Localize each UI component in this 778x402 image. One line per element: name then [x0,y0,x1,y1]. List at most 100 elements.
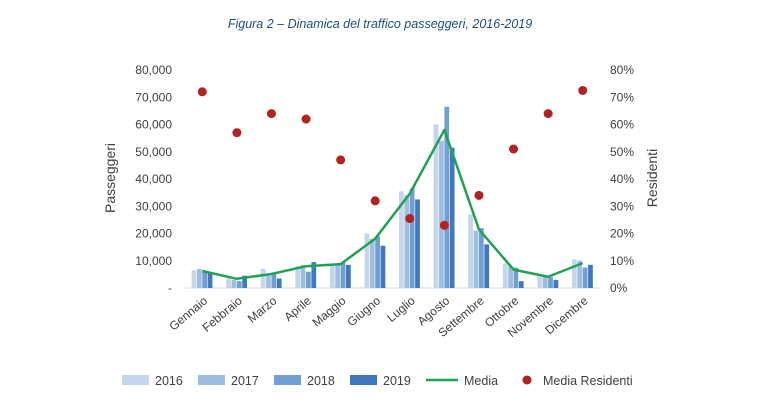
legend-2019-swatch [350,375,377,385]
bar-2016 [468,214,473,288]
bar-2018 [478,228,484,288]
line-media [202,128,584,281]
x-tick-label: Marzo [245,293,280,325]
y-tick-label: 70,000 [135,90,172,104]
legend-2017-swatch [198,375,225,385]
legend-2017-label: 2017 [231,374,259,388]
x-tick-label: Maggio [309,293,348,329]
bar-2018 [513,267,519,288]
bar-2017 [300,264,306,288]
legend-media-label: Media [464,374,498,388]
bar-2016 [226,278,231,288]
point-media-residenti [509,144,519,154]
point-media-residenti [543,109,553,119]
bar-2017 [266,275,271,288]
x-tick-label: Giugno [344,293,383,329]
x-tick-label: Febbraio [200,293,246,334]
bar-2018 [306,271,311,288]
bar-2019 [588,264,593,288]
bar-2018 [444,106,450,288]
y2-tick-label: 10% [610,254,634,268]
bar-2016 [295,266,301,288]
bar-2018 [409,188,415,288]
bar-2018 [582,267,588,288]
bar-2019 [518,281,524,288]
bar-2017 [335,264,341,288]
legend-media-residenti-label: Media Residenti [543,374,633,388]
y2-tick-label: 30% [610,199,634,213]
legend-2016-label: 2016 [155,374,183,388]
y-tick-label: 40,000 [135,172,172,186]
bar-2018 [202,271,208,288]
y2-tick-label: 20% [610,227,634,241]
y2-tick-label: 0% [610,281,628,295]
point-media-residenti [232,128,242,138]
y-tick-label: 50,000 [135,145,172,159]
bar-2019 [484,244,490,288]
y-axis-label-right: Residenti [644,149,660,207]
point-media-residenti [578,85,588,95]
bar-2019 [553,279,559,288]
y-tick-label: 30,000 [135,199,172,213]
bar-2019 [276,278,282,288]
bar-2016 [260,268,266,288]
bar-2016 [329,264,335,288]
bar-2017 [231,279,237,288]
x-tick-label: Luglio [384,293,418,325]
legend: 2016 2017 2018 2019 Media Media Residenti [122,374,633,388]
y-tick-label: 20,000 [135,227,172,241]
bar-2016 [537,274,543,289]
y-tick-label: - [168,281,172,295]
y2-tick-label: 80% [610,63,634,77]
chart-title: Figura 2 – Dinamica del traffico passegg… [228,17,532,31]
y-tick-label: 60,000 [135,118,172,132]
bar-2016 [399,191,404,288]
bar-2017 [196,268,202,288]
y2-tick-label: 60% [610,118,634,132]
y-tick-label: 80,000 [135,63,172,77]
y-axis-label-left: Passeggeri [102,143,118,213]
bar-2019 [311,262,317,288]
legend-2019-label: 2019 [383,374,411,388]
bar-2018 [340,262,346,288]
y2-tick-label: 40% [610,172,634,186]
bar-2019 [345,264,351,288]
point-media-residenti [266,109,276,119]
bar-2017 [508,266,513,288]
bar-2018 [271,273,277,288]
bar-2018 [236,281,242,288]
bar-2019 [207,273,213,288]
y2-tick-label: 70% [610,90,634,104]
point-media-residenti [197,87,207,97]
bar-2016 [571,259,577,288]
bar-2017 [404,195,410,288]
bar-2019 [415,199,420,288]
bar-2019 [380,245,386,288]
point-media-residenti [370,196,380,206]
bar-2017 [473,230,479,288]
legend-2016-swatch [122,375,149,385]
bar-2018 [375,236,380,288]
bar-2017 [439,140,444,288]
legend-2018-swatch [274,375,301,385]
bar-2016 [191,270,197,288]
bar-2017 [577,260,583,288]
bar-2019 [242,275,247,288]
bar-2017 [369,238,375,288]
point-media-residenti [439,220,449,230]
y-tick-label: 10,000 [135,254,172,268]
bar-2018 [548,277,553,288]
point-media-residenti [405,214,415,224]
point-media-residenti [336,155,346,165]
legend-media-residenti-swatch [522,375,532,385]
point-media-residenti [474,190,484,200]
point-media-residenti [301,114,311,124]
bar-2016 [364,233,370,288]
bar-2017 [542,275,548,288]
legend-2018-label: 2018 [307,374,335,388]
bar-2016 [433,124,439,288]
y2-tick-label: 50% [610,145,634,159]
bar-2019 [449,147,455,288]
bar-2016 [502,263,508,288]
